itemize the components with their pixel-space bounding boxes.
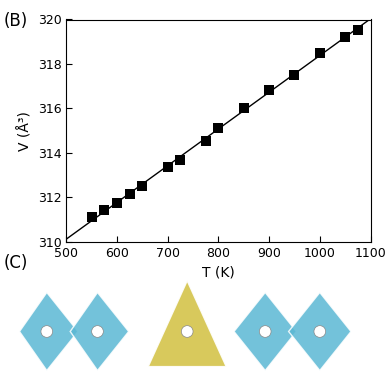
Point [177,156,184,163]
Point [203,138,209,144]
Point [355,27,361,33]
Point [241,105,247,112]
Polygon shape [70,292,129,370]
Circle shape [41,326,53,337]
Point [317,50,323,56]
Text: (C): (C) [4,254,28,271]
Text: (B): (B) [4,12,28,30]
Polygon shape [20,292,78,370]
Point [101,206,107,213]
Polygon shape [234,292,296,370]
Point [126,191,133,197]
Point [114,200,120,206]
Point [266,87,272,93]
Circle shape [92,326,103,337]
Point [342,34,348,41]
Point [165,164,171,170]
Circle shape [314,326,326,337]
Polygon shape [148,281,226,367]
Polygon shape [289,292,351,370]
Y-axis label: V (Å³): V (Å³) [18,111,32,151]
X-axis label: T (K): T (K) [202,265,235,279]
Point [89,214,95,220]
Point [291,72,298,78]
Circle shape [181,326,193,337]
Point [139,183,145,189]
Circle shape [259,326,271,337]
Point [215,125,222,131]
